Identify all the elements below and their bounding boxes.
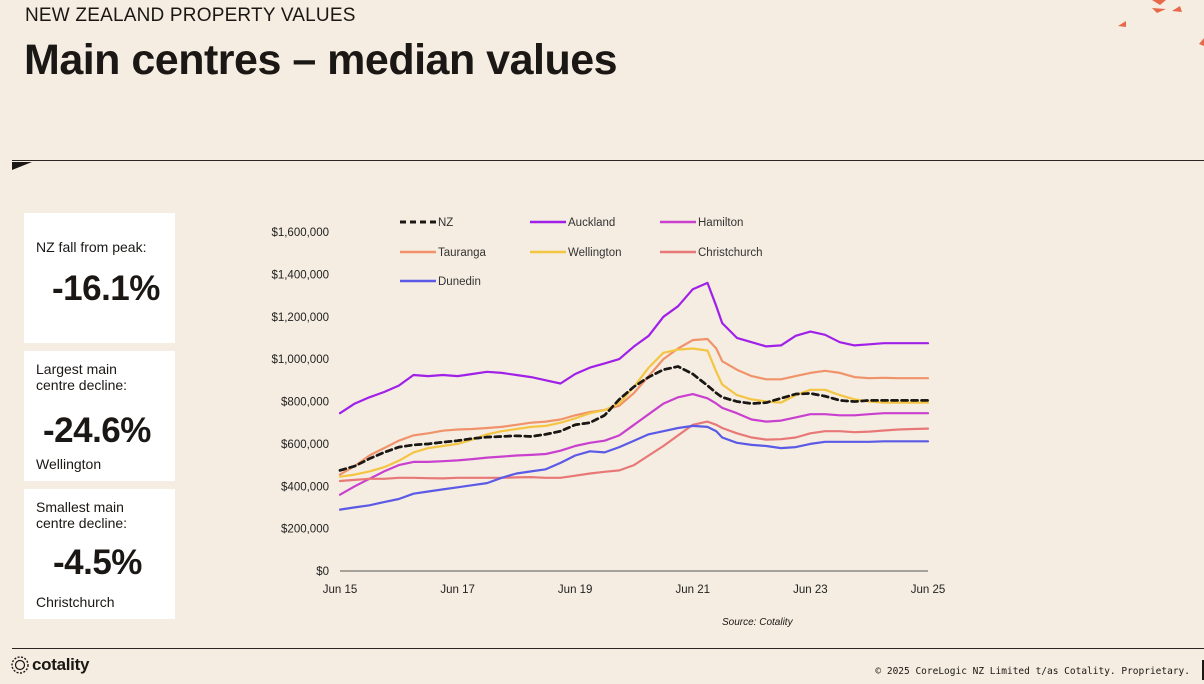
- series-line-wellington: [338, 347, 930, 478]
- y-tick-label: $1,200,000: [271, 312, 329, 324]
- legend-label-wellington: Wellington: [568, 247, 622, 259]
- stat-card-nz-fall: NZ fall from peak: -16.1%: [24, 213, 175, 343]
- x-tick-label: Jun 15: [323, 584, 358, 596]
- copyright: © 2025 CoreLogic NZ Limited t/as Cotalit…: [875, 666, 1190, 677]
- y-tick-label: $800,000: [281, 397, 329, 409]
- stat-value: -4.5%: [53, 543, 142, 582]
- logo-text: cotality: [32, 655, 90, 674]
- stat-label: Smallest main centre decline:: [36, 499, 128, 531]
- stat-label: Largest main centre decline:: [36, 361, 128, 393]
- edge-bar: [1202, 660, 1204, 680]
- stat-card-largest-decline: Largest main centre decline: -24.6% Well…: [24, 351, 175, 481]
- stat-value: -16.1%: [52, 269, 160, 308]
- stat-label: NZ fall from peak:: [36, 239, 147, 255]
- x-tick-label: Jun 21: [676, 584, 711, 596]
- stat-sub: Christchurch: [36, 594, 115, 610]
- legend-label-dunedin: Dunedin: [438, 276, 481, 288]
- cotality-logo-icon: [11, 656, 29, 674]
- x-tick-label: Jun 17: [440, 584, 475, 596]
- legend-label-hamilton: Hamilton: [698, 217, 743, 229]
- page-title: Main centres – median values: [24, 36, 618, 84]
- series-line-tauranga: [338, 337, 930, 476]
- stat-sub: Wellington: [36, 456, 102, 472]
- series-line-hamilton: [338, 393, 930, 496]
- legend-label-christchurch: Christchurch: [698, 247, 763, 259]
- y-tick-label: $400,000: [281, 481, 329, 493]
- series-line-nz-overlay: [338, 365, 930, 472]
- y-tick-label: $0: [316, 566, 329, 578]
- series-line-christchurch: [338, 420, 930, 483]
- stat-value: -24.6%: [43, 411, 151, 450]
- decorative-shards-icon: [1118, 0, 1204, 46]
- y-tick-label: $600,000: [281, 439, 329, 451]
- legend-label-nz: NZ: [438, 217, 453, 229]
- eyebrow: NEW ZEALAND PROPERTY VALUES: [25, 5, 356, 26]
- bottom-divider: [12, 648, 1204, 649]
- cotality-logo: cotality: [10, 655, 89, 675]
- series-line-auckland: [338, 281, 930, 415]
- stat-card-smallest-decline: Smallest main centre decline: -4.5% Chri…: [24, 489, 175, 619]
- y-tick-label: $1,400,000: [271, 269, 329, 281]
- y-tick-label: $1,000,000: [271, 354, 329, 366]
- top-divider: [12, 160, 1204, 161]
- x-tick-label: Jun 23: [793, 584, 828, 596]
- legend-label-tauranga: Tauranga: [438, 247, 487, 259]
- corner-arrow-icon: [12, 162, 32, 170]
- series-line-dunedin: [338, 424, 930, 511]
- x-tick-label: Jun 25: [911, 584, 946, 596]
- source-note: Source: Cotality: [722, 617, 793, 628]
- legend-label-auckland: Auckland: [568, 217, 615, 229]
- y-tick-label: $200,000: [281, 524, 329, 536]
- x-tick-label: Jun 19: [558, 584, 593, 596]
- y-tick-label: $1,600,000: [271, 227, 329, 239]
- series-line-nz: [338, 365, 930, 472]
